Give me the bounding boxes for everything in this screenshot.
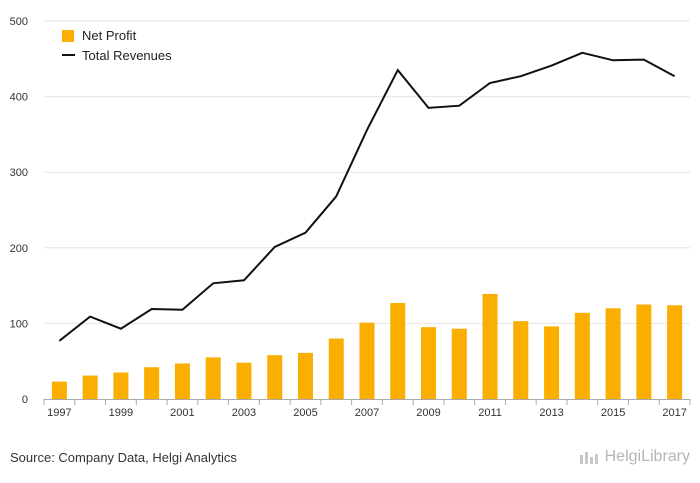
x-tick-label: 2015 [601,407,625,419]
x-tick-label: 2009 [416,407,440,419]
bar-net-profit-2010 [451,328,467,399]
bar-net-profit-2003 [236,362,252,399]
brand-logo: HelgiLibrary [579,448,690,466]
helgi-library-logo-icon [579,452,598,464]
bar-net-profit-2001 [174,363,190,399]
chart: 0 100 200 300 400 500 1997 1999 2001 2003 2005 200… [10,16,691,419]
x-tick-label: 1999 [109,407,133,419]
x-tick-label: 2011 [478,407,502,419]
y-tick-label: 300 [10,167,28,179]
bar-net-profit-1998 [82,375,98,399]
x-tick-label: 2005 [293,407,317,419]
legend-label-total-revenues: Total Revenues [82,48,172,63]
bar-net-profit-1999 [113,372,129,399]
y-tick-label: 200 [10,243,28,255]
bar-net-profit-2000 [144,367,160,399]
bar-net-profit-2016 [636,304,652,399]
bar-net-profit-2012 [513,321,529,399]
gridlines [44,20,690,324]
x-tick-label: 2007 [355,407,379,419]
legend-swatch-net-profit [62,30,74,42]
x-tick-label: 2001 [170,407,194,419]
y-tick-label: 400 [10,92,28,104]
total-revenues-line-group [58,51,676,342]
bar-net-profit-2002 [205,357,221,399]
legend: Net Profit Total Revenues [62,28,172,63]
x-tick-label: 1997 [47,407,71,419]
net-profit-bars [51,293,683,399]
bar-net-profit-2015 [605,308,621,399]
bar-net-profit-2005 [297,352,313,399]
bar-net-profit-2007 [359,322,375,399]
x-tick-label: 2017 [662,407,686,419]
bar-net-profit-1997 [51,381,67,399]
y-tick-label: 100 [10,318,28,330]
bar-net-profit-2004 [267,355,283,399]
source-note: Source: Company Data, Helgi Analytics [10,450,237,465]
y-tick-label: 500 [10,16,28,28]
bar-net-profit-2014 [574,312,590,399]
line-total-revenues [58,51,676,342]
bar-net-profit-2013 [544,326,560,399]
y-tick-label: 0 [22,394,28,406]
x-axis: 1997 1999 2001 2003 2005 2007 2009 2011 2013 2015… [43,399,691,419]
legend-label-net-profit: Net Profit [82,28,137,43]
bar-net-profit-2006 [328,338,344,399]
y-axis-ticks: 0 100 200 300 400 500 [10,16,28,406]
bar-net-profit-2017 [667,305,683,399]
x-tick-label: 2003 [232,407,256,419]
bar-net-profit-2011 [482,293,498,399]
brand-name: HelgiLibrary [604,448,690,465]
bar-net-profit-2009 [421,327,437,399]
x-tick-label: 2013 [539,407,563,419]
bar-net-profit-2008 [390,302,406,399]
